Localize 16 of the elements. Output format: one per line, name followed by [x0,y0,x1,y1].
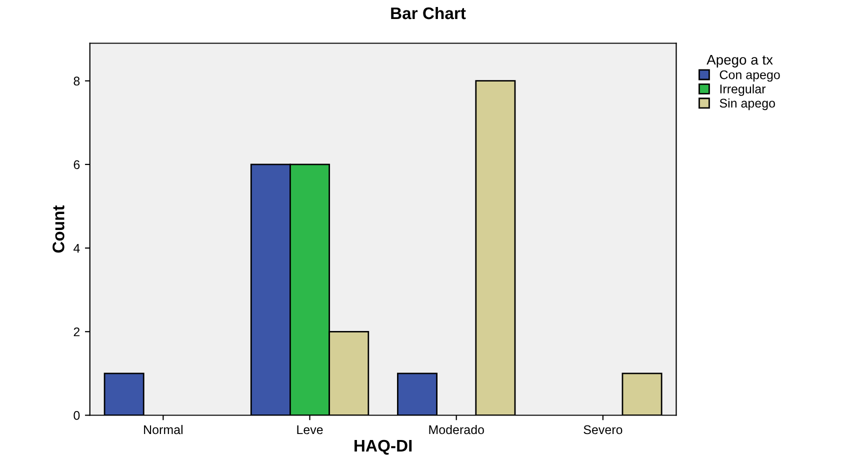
y-tick-label: 2 [74,327,80,336]
legend-label: Con apego [720,70,780,82]
legend-label: Irregular [720,84,766,96]
x-tick-label: Leve [297,425,323,434]
y-tick-label: 8 [74,76,80,86]
legend-label: Sin apego [720,98,775,110]
x-tick-label: Normal [144,424,182,434]
legend-title: Apego a tx [706,55,773,68]
y-tick-label: 4 [73,244,80,253]
chart-title: Bar Chart [391,6,466,20]
y-axis-title: Count [52,205,64,253]
y-tick-label: 6 [74,160,80,170]
x-tick-label: Severo [584,425,622,434]
x-tick-label: Moderado [429,424,484,434]
y-tick-label: 0 [74,411,80,420]
x-axis-title: HAQ-DI [354,440,412,455]
